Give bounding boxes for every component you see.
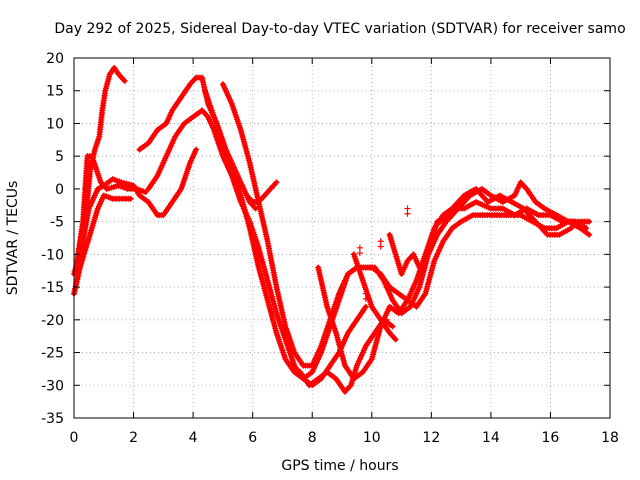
y-tick-label: -5: [50, 215, 64, 231]
y-tick-label: -25: [41, 346, 64, 362]
series-track-7: [202, 87, 593, 382]
data-series: [71, 64, 593, 395]
data-point-marker: [121, 77, 128, 84]
outlier-marker: [383, 322, 390, 329]
series-line: [315, 212, 592, 381]
x-tick-label: 8: [308, 430, 317, 446]
data-point-marker: [586, 231, 593, 238]
x-tick-label: 10: [363, 430, 381, 446]
outlier-marker: [356, 244, 363, 251]
y-tick-label: -15: [41, 280, 64, 296]
outlier-marker: [377, 238, 384, 245]
data-point-marker: [392, 336, 399, 343]
y-tick-label: 5: [55, 149, 64, 165]
outlier-points: [356, 205, 411, 329]
series-track-4: [73, 153, 149, 264]
series-line: [220, 81, 589, 368]
x-tick-label: 0: [70, 430, 79, 446]
data-point-marker: [273, 179, 280, 186]
x-tick-label: 6: [248, 430, 257, 446]
outlier-marker: [362, 290, 369, 297]
y-tick-label: -20: [41, 313, 64, 329]
outlier-marker: [377, 243, 384, 250]
outlier-marker: [362, 295, 369, 302]
x-axis-label: GPS time / hours: [281, 458, 398, 474]
chart-title: Day 292 of 2025, Sidereal Day-to-day VTE…: [54, 21, 625, 37]
x-tick-label: 2: [129, 430, 138, 446]
data-point-marker: [193, 146, 200, 153]
series-track-14: [437, 185, 575, 238]
x-tick-label: 12: [422, 430, 440, 446]
series-line: [202, 88, 592, 381]
data-point-marker: [142, 189, 149, 196]
grid-lines: [74, 58, 610, 418]
y-tick-label: -10: [41, 247, 64, 263]
y-tick-label: 20: [46, 51, 64, 67]
data-point-marker: [586, 218, 593, 225]
outlier-marker: [404, 205, 411, 212]
series-track-6: [145, 107, 369, 389]
axes: 0 2 4 6 8 10 12 14 16 18 20 15 10 5 0 -5 -10 -15 -20 -25 -30…: [41, 51, 619, 446]
series-track-13: [386, 218, 441, 277]
y-tick-label: -30: [41, 378, 64, 394]
data-point-marker: [127, 195, 134, 202]
y-tick-label: 10: [46, 116, 64, 132]
data-point-marker: [568, 225, 575, 232]
outlier-marker: [383, 316, 390, 323]
x-tick-label: 18: [601, 430, 619, 446]
x-tick-label: 4: [189, 430, 198, 446]
data-point-marker: [362, 303, 369, 310]
y-tick-label: 0: [55, 182, 64, 198]
series-track-11: [315, 212, 593, 382]
data-point-marker: [389, 323, 396, 330]
x-tick-label: 16: [542, 430, 560, 446]
plot-frame: [73, 57, 611, 419]
outlier-marker: [404, 210, 411, 217]
series-track-3: [71, 192, 134, 297]
outlier-marker: [356, 250, 363, 257]
series-track-9: [243, 179, 280, 205]
y-tick-label: 15: [46, 84, 64, 100]
x-tick-label: 14: [482, 430, 500, 446]
y-axis-label: SDTVAR / TECUs: [5, 181, 21, 296]
y-tick-label: -35: [41, 411, 64, 427]
